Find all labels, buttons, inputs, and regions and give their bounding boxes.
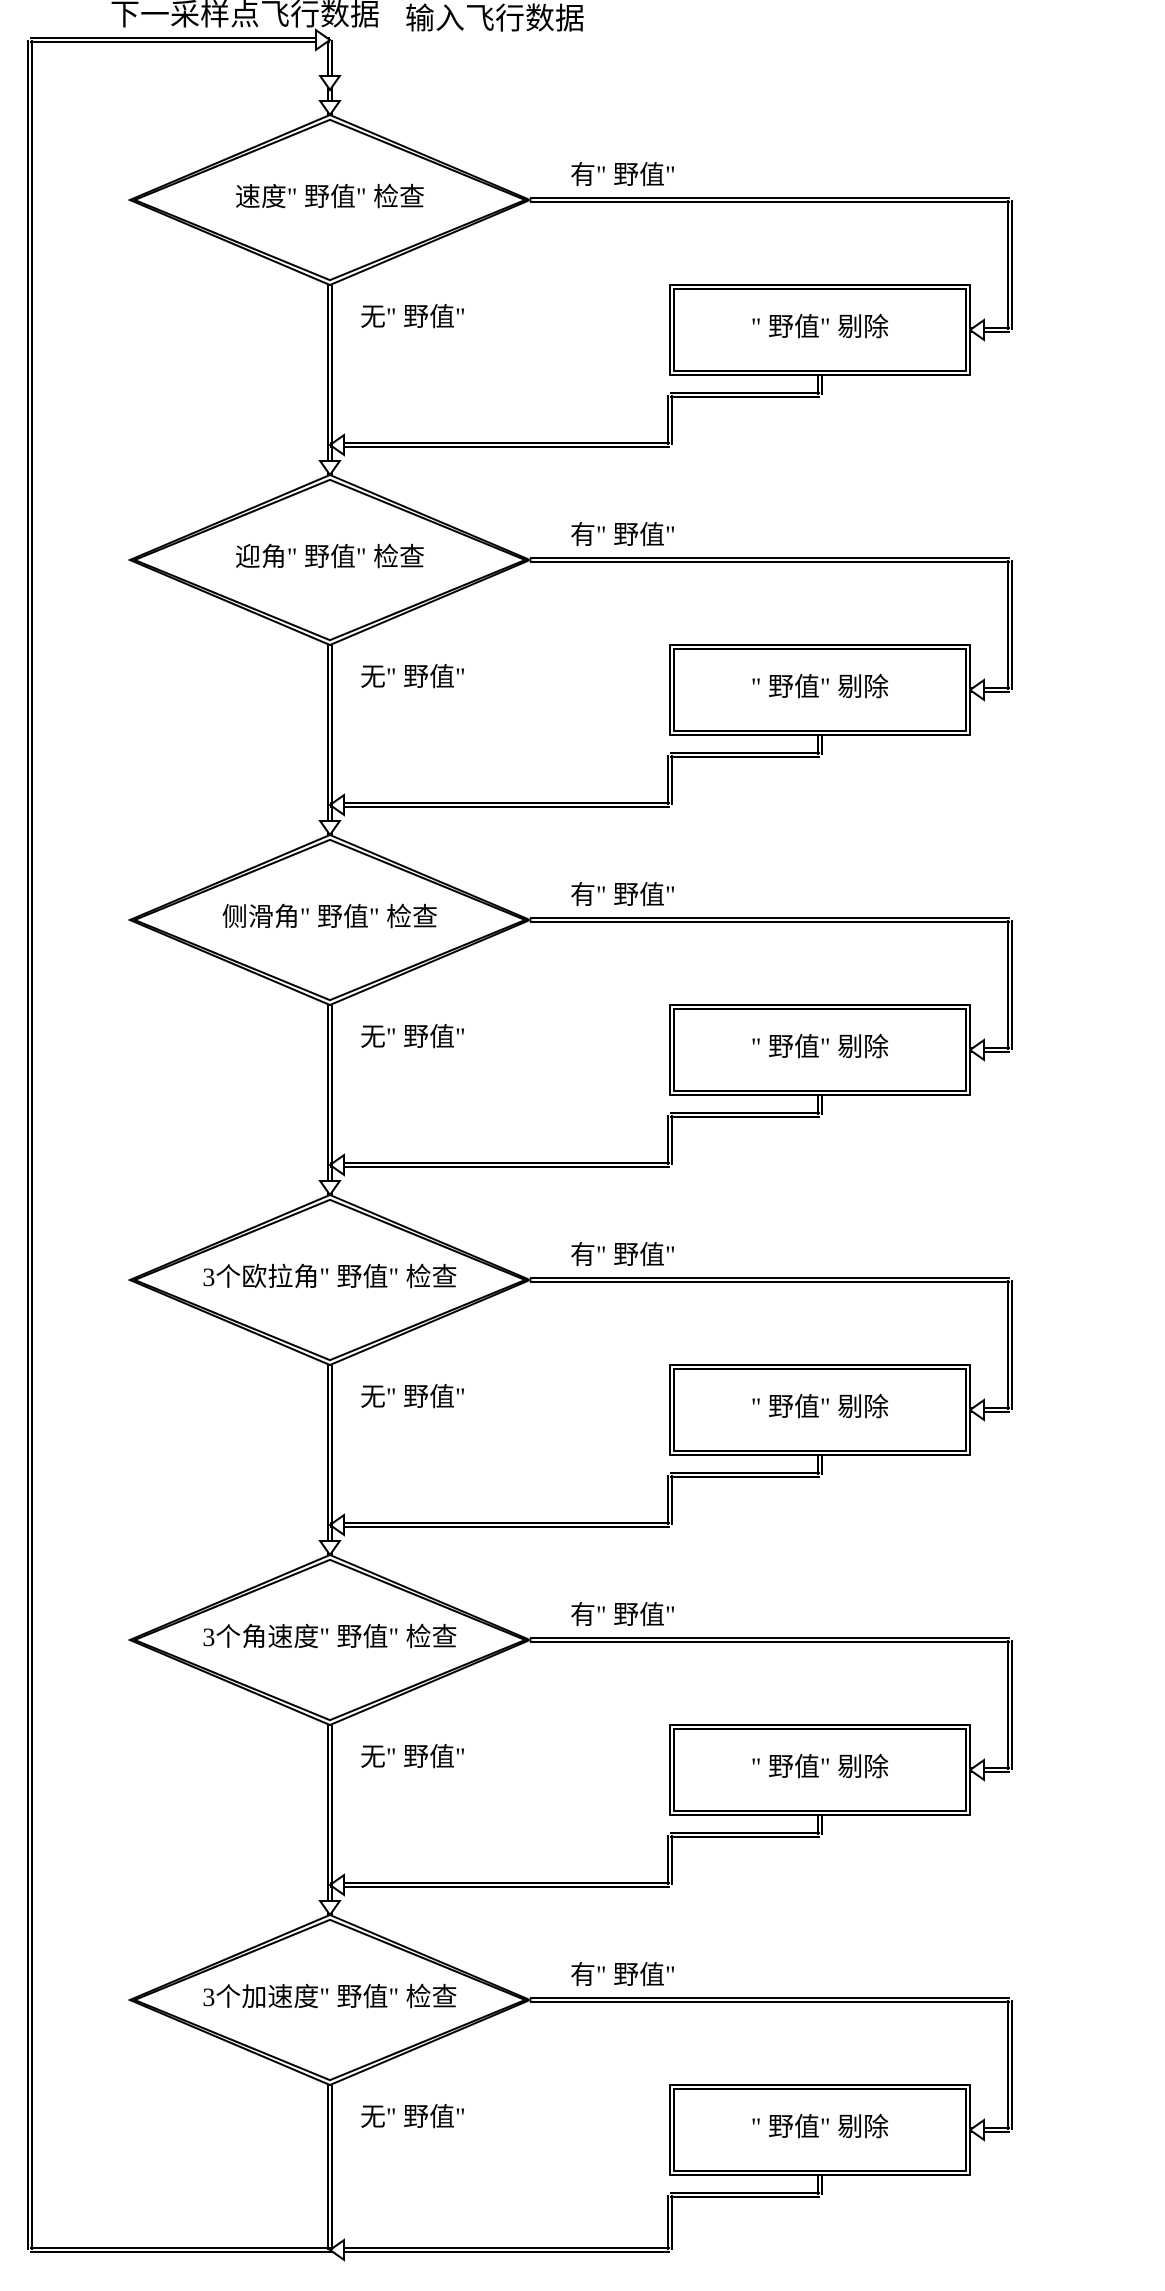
decision-s4: 3个欧拉角" 野值" 检查	[202, 1263, 457, 1292]
yes-label-s3: 有" 野值"	[570, 881, 676, 910]
decision-s3: 侧滑角" 野值" 检查	[222, 903, 438, 932]
decision-s2: 迎角" 野值" 检查	[235, 543, 425, 572]
no-label-s5: 无" 野值"	[360, 1743, 466, 1772]
header-label-hdr-next: 下一采样点飞行数据	[110, 0, 380, 32]
decision-s6: 3个加速度" 野值" 检查	[202, 1983, 457, 2012]
process-box-s2: " 野值" 剔除	[751, 673, 889, 702]
yes-label-s1: 有" 野值"	[570, 161, 676, 190]
decision-s5: 3个角速度" 野值" 检查	[202, 1623, 457, 1652]
no-label-s1: 无" 野值"	[360, 303, 466, 332]
process-box-s3: " 野值" 剔除	[751, 1033, 889, 1062]
no-label-s3: 无" 野值"	[360, 1023, 466, 1052]
yes-label-s6: 有" 野值"	[570, 1961, 676, 1990]
process-box-s4: " 野值" 剔除	[751, 1393, 889, 1422]
decision-s1: 速度" 野值" 检查	[235, 183, 425, 212]
process-box-s5: " 野值" 剔除	[751, 1753, 889, 1782]
process-box-s1: " 野值" 剔除	[751, 313, 889, 342]
no-label-s6: 无" 野值"	[360, 2103, 466, 2132]
header-label-hdr-input: 输入飞行数据	[405, 3, 585, 36]
flowchart-canvas: 下一采样点飞行数据输入飞行数据速度" 野值" 检查有" 野值"" 野值" 剔除无…	[0, 0, 1165, 2291]
yes-label-s2: 有" 野值"	[570, 521, 676, 550]
no-label-s2: 无" 野值"	[360, 663, 466, 692]
no-label-s4: 无" 野值"	[360, 1383, 466, 1412]
yes-label-s4: 有" 野值"	[570, 1241, 676, 1270]
process-box-s6: " 野值" 剔除	[751, 2113, 889, 2142]
yes-label-s5: 有" 野值"	[570, 1601, 676, 1630]
